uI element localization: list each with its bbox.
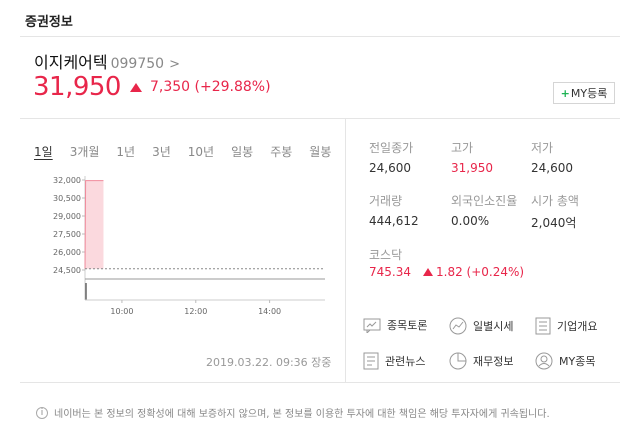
link-label: 관련뉴스 — [385, 355, 426, 368]
kosdaq-value: 745.34 — [369, 265, 411, 279]
chevron-right-icon[interactable]: > — [169, 57, 180, 72]
y-tick-label: 30,500 — [53, 194, 81, 203]
x-tick-label: 14:00 — [258, 307, 281, 316]
stock-code[interactable]: 099750 — [110, 56, 165, 72]
trend-icon — [449, 317, 467, 335]
stat-label: 외국인소진율 — [451, 194, 518, 208]
stat-market-cap: 시가 총액 2,040억 — [531, 192, 579, 231]
stat-label: 거래량 — [369, 194, 403, 208]
tab-monthly-candle[interactable]: 월봉 — [309, 145, 332, 159]
stat-value: 24,600 — [369, 161, 411, 175]
tab-daily-candle[interactable]: 일봉 — [231, 145, 254, 159]
tab-10year[interactable]: 10년 — [187, 145, 215, 159]
link-label: MY종목 — [559, 355, 596, 368]
link-financial-info[interactable]: 재무정보 — [449, 352, 513, 370]
tab-1year[interactable]: 1년 — [116, 145, 136, 159]
y-tick-label: 27,500 — [53, 230, 81, 239]
stock-name[interactable]: 이지케어텍 — [34, 53, 108, 72]
my-register-button[interactable]: + MY등록 — [553, 82, 615, 104]
stock-panel — [20, 118, 620, 383]
disclaimer-text: 네이버는 본 정보의 정확성에 대해 보증하지 않으며, 본 정보를 이용한 투… — [54, 409, 550, 420]
stat-label: 저가 — [531, 141, 554, 155]
tab-1day[interactable]: 1일 — [34, 145, 53, 159]
plus-icon: + — [560, 86, 570, 100]
stat-label: 전일종가 — [369, 141, 414, 155]
link-label: 재무정보 — [473, 355, 514, 368]
info-icon: i — [36, 406, 48, 419]
stat-low: 저가 24,600 — [531, 139, 573, 175]
tab-weekly-candle[interactable]: 주봉 — [270, 145, 293, 159]
tab-3year[interactable]: 3년 — [152, 145, 171, 159]
price-change: 7,350 (+29.88%) — [149, 79, 271, 95]
series-line — [84, 180, 104, 269]
stat-value: 444,612 — [369, 214, 419, 228]
user-icon — [535, 352, 553, 370]
tab-3month[interactable]: 3개월 — [69, 145, 100, 159]
stock-header[interactable]: 이지케어텍 099750 > — [34, 49, 180, 73]
pie-chart-icon — [449, 352, 467, 370]
stat-value: 31,950 — [451, 161, 493, 175]
kosdaq-label[interactable]: 코스닥 — [369, 248, 403, 262]
stat-value: 0.00% — [451, 214, 490, 228]
link-label: 기업개요 — [557, 320, 598, 333]
up-arrow-icon — [423, 268, 433, 276]
y-tick-label: 29,000 — [53, 212, 81, 221]
kosdaq-index: 745.34 1.82 (+0.24%) — [369, 265, 524, 279]
stat-value: 24,600 — [531, 161, 573, 175]
price-row: 31,950 7,350 (+29.88%) — [33, 72, 271, 102]
news-icon — [363, 352, 379, 370]
disclaimer: i 네이버는 본 정보의 정확성에 대해 보증하지 않으며, 본 정보를 이용한… — [36, 405, 550, 420]
chart-period-tabs: 1일 3개월 1년 3년 10년 일봉 주봉 월봉 — [34, 143, 348, 160]
stat-prev-close: 전일종가 24,600 — [369, 139, 413, 175]
link-discussion[interactable]: 종목토론 — [363, 317, 427, 333]
y-tick-label: 32,000 — [53, 176, 81, 185]
stat-volume: 거래량 444,612 — [369, 192, 419, 228]
section-title: 증권정보 — [25, 15, 73, 30]
stat-value: 2,040억 — [531, 216, 577, 230]
link-my-stocks[interactable]: MY종목 — [535, 352, 595, 370]
link-label: 일별시세 — [473, 320, 514, 333]
up-arrow-icon — [129, 82, 142, 92]
link-related-news[interactable]: 관련뉴스 — [363, 352, 425, 370]
chat-icon — [363, 318, 381, 333]
kosdaq-change: 1.82 (+0.24%) — [436, 265, 525, 279]
kosdaq-label-block: 코스닥 — [369, 246, 402, 268]
link-daily-price[interactable]: 일별시세 — [449, 317, 513, 335]
x-tick-label: 12:00 — [184, 307, 207, 316]
link-company-overview[interactable]: 기업개요 — [535, 317, 597, 335]
stat-label: 시가 총액 — [531, 194, 579, 208]
stat-foreign: 외국인소진율 0.00% — [451, 192, 517, 228]
price-chart[interactable]: 32,000 30,500 29,000 27,500 26,000 24,500 10:0… — [40, 168, 330, 328]
timestamp: 2019.03.22. 09:36 장중 — [206, 356, 332, 369]
stat-high: 고가 31,950 — [451, 139, 493, 175]
divider — [20, 36, 620, 37]
link-label: 종목토론 — [387, 319, 428, 332]
series-area — [85, 180, 104, 269]
my-register-label: MY등록 — [570, 87, 608, 100]
panel-divider — [345, 118, 346, 383]
y-tick-label: 24,500 — [53, 266, 81, 275]
y-tick-label: 26,000 — [53, 248, 81, 257]
stat-label: 고가 — [451, 141, 474, 155]
list-icon — [535, 317, 551, 335]
x-tick-label: 10:00 — [110, 307, 133, 316]
current-price: 31,950 — [33, 72, 121, 102]
